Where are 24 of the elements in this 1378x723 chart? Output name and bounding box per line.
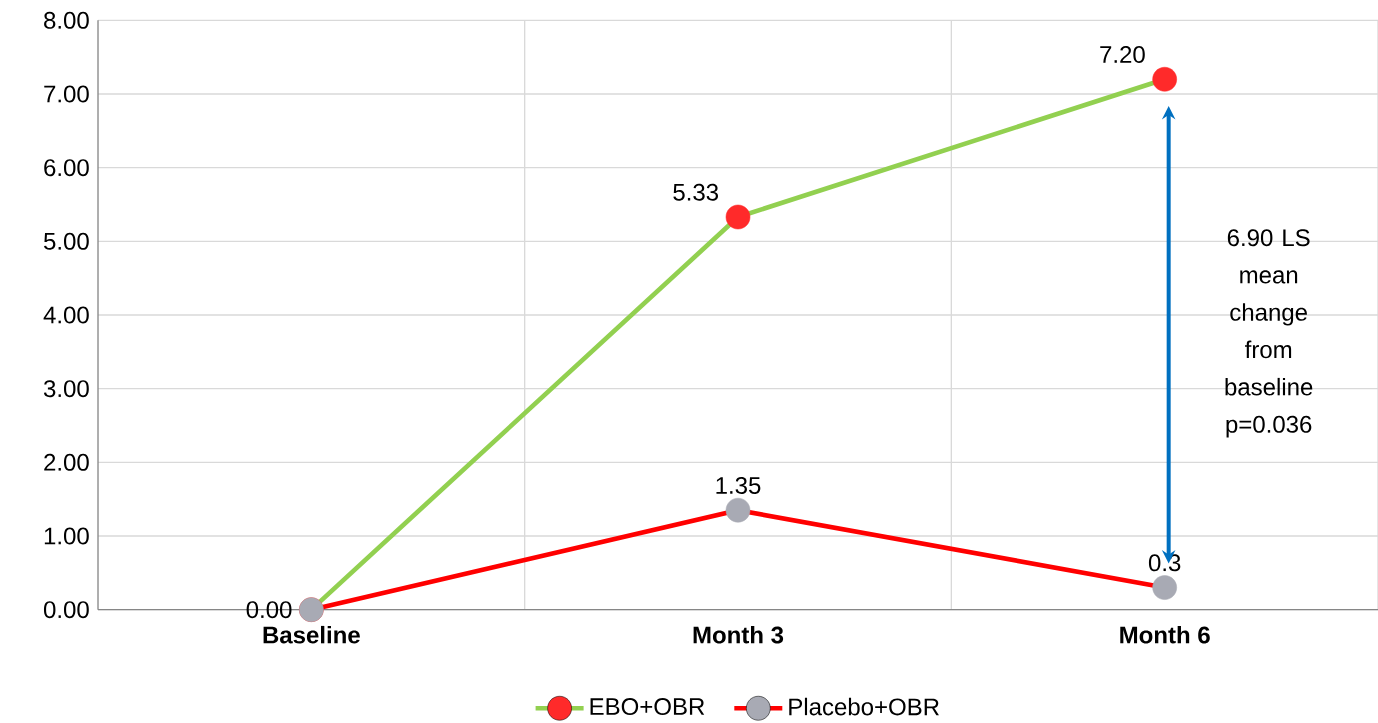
y-tick-label: 6.00 (44, 159, 89, 177)
y-tick-label: 8.00 (44, 11, 89, 29)
legend-label: EBO+OBR (590, 698, 705, 716)
data-label: 7.20 (1100, 45, 1145, 63)
annotation: 6.90 LS mean change from baseline p=0.036 (1225, 229, 1313, 438)
x-tick-label: Month 6 (1120, 625, 1210, 644)
legend-label: Placebo+OBR (789, 697, 939, 716)
y-tick-label: 2.00 (44, 453, 89, 471)
data-label: 0.00 (246, 601, 292, 619)
y-tick-label: 3.00 (43, 380, 89, 398)
y-tick-label: 5.00 (43, 232, 89, 250)
point (725, 204, 751, 230)
x-tick-label: Baseline (263, 625, 360, 644)
data-label: 5.33 (673, 183, 719, 201)
data-label: 1.35 (716, 476, 761, 494)
point (1152, 575, 1177, 600)
y-tick-label: 0.00 (43, 601, 89, 619)
y-tick-label: 4.00 (43, 306, 89, 324)
y-tick-label: 1.00 (44, 527, 89, 545)
y-tick-label: 7.00 (44, 85, 89, 103)
data-label: 0.3 (1148, 554, 1181, 572)
point (725, 497, 751, 523)
x-tick-label: Month 3 (693, 625, 784, 644)
point (1152, 66, 1177, 92)
